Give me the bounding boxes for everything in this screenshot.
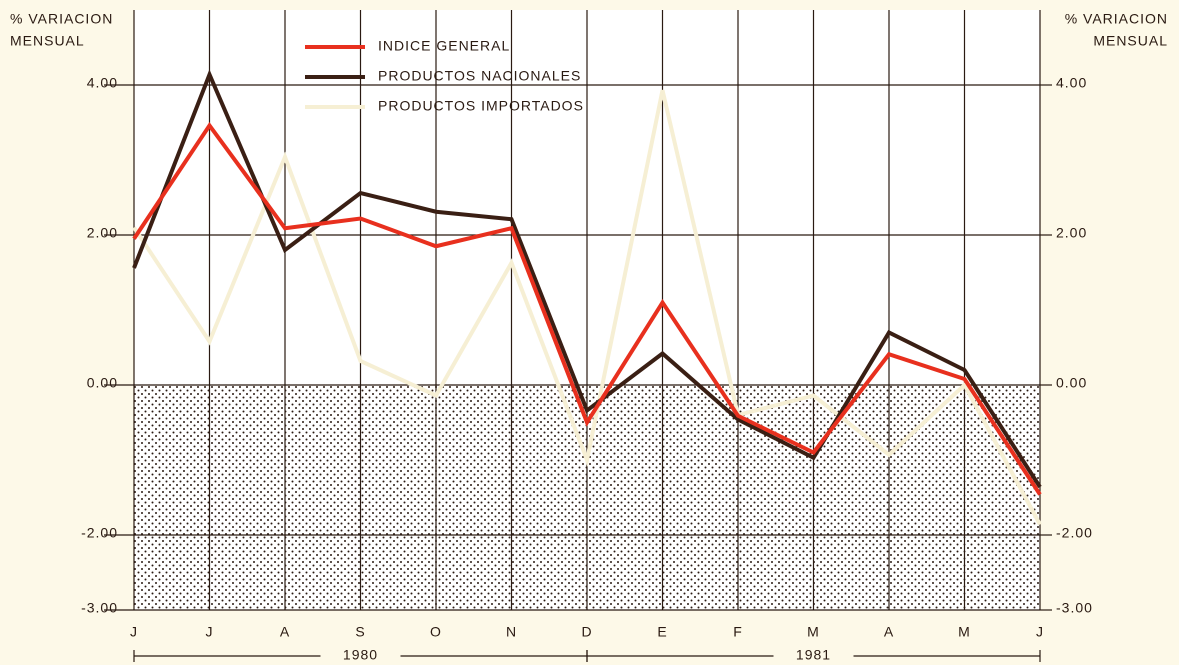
x-tick-label: A <box>884 624 894 640</box>
legend-label: INDICE GENERAL <box>378 38 510 54</box>
y-tick-label: -2.00 <box>81 525 118 541</box>
y2-axis-label: % VARIACION <box>1065 11 1168 27</box>
x-tick-label: A <box>280 624 290 640</box>
x-tick-label: O <box>430 624 442 640</box>
x-tick-label: E <box>657 624 667 640</box>
y2-tick-label: 2.00 <box>1056 225 1087 241</box>
y-tick-label: 4.00 <box>87 75 118 91</box>
series-line <box>132 122 1042 496</box>
y2-tick-label: -3.00 <box>1056 600 1093 616</box>
x-tick-label: J <box>130 624 138 640</box>
y2-axis-label: MENSUAL <box>1093 33 1168 49</box>
legend-label: PRODUCTOS IMPORTADOS <box>378 98 584 114</box>
x-tick-label: M <box>807 624 820 640</box>
x-tick-label: S <box>355 624 365 640</box>
year-label: 1980 <box>343 647 378 663</box>
legend-label: PRODUCTOS NACIONALES <box>378 68 581 84</box>
y2-tick-label: 0.00 <box>1056 375 1087 391</box>
y2-tick-label: -2.00 <box>1056 525 1093 541</box>
x-tick-label: J <box>206 624 214 640</box>
x-tick-label: N <box>506 624 517 640</box>
x-tick-label: M <box>958 624 971 640</box>
y-tick-label: 2.00 <box>87 225 118 241</box>
y-axis-label: % VARIACION <box>10 11 113 27</box>
y-tick-label: -3.00 <box>81 600 118 616</box>
year-label: 1981 <box>796 647 831 663</box>
y-tick-label: 0.00 <box>87 375 118 391</box>
y-axis-label: MENSUAL <box>10 33 85 49</box>
x-tick-label: J <box>1036 624 1044 640</box>
series-line <box>132 89 1042 526</box>
x-tick-label: F <box>733 624 743 640</box>
x-tick-label: D <box>581 624 592 640</box>
y2-tick-label: 4.00 <box>1056 75 1087 91</box>
series-line <box>132 69 1042 489</box>
